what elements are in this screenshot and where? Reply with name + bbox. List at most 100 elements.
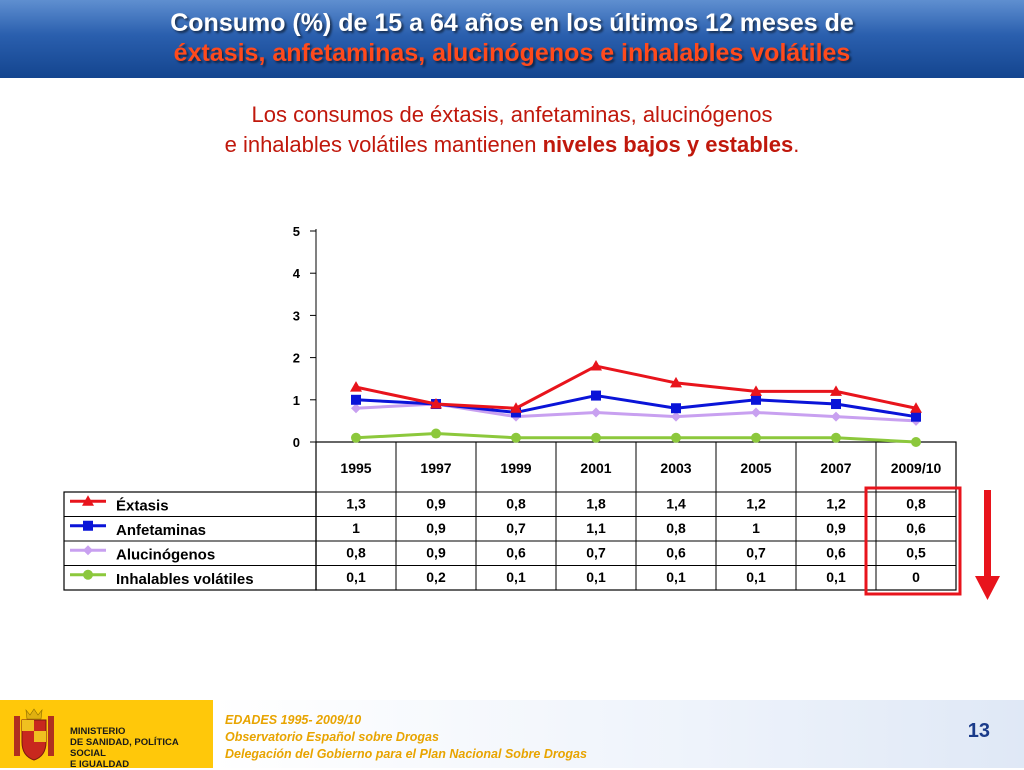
y-tick-label: 2	[293, 351, 300, 366]
data-point	[830, 385, 842, 396]
table-value: 0,1	[346, 569, 366, 585]
data-point	[751, 407, 761, 418]
ministry-line3: E IGUALDAD	[70, 759, 130, 770]
source-line3: Delegación del Gobierno para el Plan Nac…	[225, 747, 587, 761]
title-bar: Consumo (%) de 15 a 64 años en los últim…	[0, 0, 1024, 78]
y-tick-label: 4	[293, 266, 301, 281]
table-value: 0,7	[506, 520, 526, 536]
category-label: 2007	[820, 460, 851, 476]
legend-marker	[83, 520, 93, 531]
table-value: 0,9	[426, 544, 446, 560]
subtitle-line2-suffix: .	[793, 132, 800, 157]
source-line1: EDADES 1995- 2009/10	[225, 713, 362, 727]
subtitle-line2: e inhalables volátiles mantienen niveles…	[0, 130, 1024, 160]
footer-logo-area: MINISTERIO DE SANIDAD, POLÍTICA SOCIAL E…	[0, 700, 213, 770]
data-point	[351, 432, 361, 443]
data-point	[751, 394, 761, 405]
table-value: 0,7	[746, 544, 766, 560]
data-point	[590, 360, 602, 371]
category-label: 1997	[420, 460, 451, 476]
data-point	[511, 432, 521, 443]
ministry-line1: MINISTERIO	[70, 726, 126, 737]
ministry-name: MINISTERIO DE SANIDAD, POLÍTICA SOCIAL E…	[70, 726, 213, 770]
table-value: 0,1	[826, 569, 846, 585]
table-value: 1,3	[346, 495, 366, 511]
footer-bar: EDADES 1995- 2009/10 Observatorio Españo…	[213, 700, 1024, 768]
subtitle-line2-prefix: e inhalables volátiles mantienen	[224, 132, 543, 157]
legend-marker	[82, 495, 94, 506]
table-value: 0,9	[426, 495, 446, 511]
subtitle: Los consumos de éxtasis, anfetaminas, al…	[0, 100, 1024, 160]
table-value: 1,1	[586, 520, 606, 536]
table-value: 1	[352, 520, 360, 536]
table-value: 0,5	[906, 544, 926, 560]
data-point	[750, 385, 762, 396]
table-value: 0,7	[586, 544, 606, 560]
table-value: 0,9	[826, 520, 846, 536]
page-number: 13	[967, 720, 990, 742]
table-value: 0	[912, 569, 920, 585]
trend-arrow-shaft	[984, 490, 991, 578]
table-value: 0,8	[666, 520, 686, 536]
data-point	[591, 432, 601, 443]
legend-label: Alucinógenos	[116, 546, 215, 563]
category-label: 2003	[660, 460, 691, 476]
ministry-line2: DE SANIDAD, POLÍTICA SOCIAL	[70, 737, 179, 759]
data-point	[430, 398, 442, 409]
data-point	[751, 432, 761, 443]
data-point	[671, 403, 681, 414]
table-value: 0,6	[826, 544, 846, 560]
table-value: 1,8	[586, 495, 606, 511]
table-value: 1,2	[826, 495, 846, 511]
table-value: 0,1	[666, 569, 686, 585]
table-value: 0,1	[586, 569, 606, 585]
table-value: 0,6	[506, 544, 526, 560]
category-label: 1995	[340, 460, 371, 476]
table-value: 0,8	[506, 495, 526, 511]
data-point	[351, 403, 361, 414]
subtitle-line2-emphasis: niveles bajos y estables	[542, 132, 794, 157]
table-value: 0,2	[426, 569, 446, 585]
data-point	[911, 411, 921, 422]
y-tick-label: 0	[293, 435, 300, 450]
data-point	[831, 432, 841, 443]
data-point	[670, 376, 682, 388]
legend-label: Inhalables volátiles	[116, 571, 254, 588]
table-value: 0,6	[906, 520, 926, 536]
page-title-line2: éxtasis, anfetaminas, alucinógenos e inh…	[173, 39, 851, 67]
legend-label: Anfetaminas	[116, 522, 206, 539]
coat-of-arms-icon	[14, 708, 54, 761]
table-value: 1,2	[746, 495, 766, 511]
data-point	[671, 411, 681, 422]
table-value: 0,9	[426, 520, 446, 536]
data-point	[510, 402, 522, 413]
legend-marker	[83, 545, 93, 556]
subtitle-line1: Los consumos de éxtasis, anfetaminas, al…	[251, 102, 773, 127]
data-point	[671, 432, 681, 443]
table-value: 1,4	[666, 495, 686, 511]
y-tick-label: 3	[293, 308, 300, 323]
source-note: EDADES 1995- 2009/10 Observatorio Españo…	[225, 712, 587, 763]
highlight-box	[864, 486, 962, 596]
data-point	[831, 411, 841, 422]
y-tick-label: 5	[293, 224, 300, 239]
category-label: 2001	[580, 460, 611, 476]
legend-marker	[83, 569, 93, 580]
chart: 0 1 2 3 4 5 1995 1997 1999 2001 2003 2005 2007 2009/1…	[63, 224, 1000, 600]
trend-arrow-down-icon	[975, 576, 1000, 600]
series-line	[355, 364, 917, 410]
data-point	[910, 402, 922, 413]
y-tick-label: 1	[293, 393, 300, 408]
table-value: 1	[752, 520, 760, 536]
data-point	[431, 428, 441, 439]
legend-label: Éxtasis	[116, 497, 169, 514]
category-label: 1999	[500, 460, 531, 476]
data-point	[591, 407, 601, 418]
data-point	[351, 394, 361, 405]
data-point	[591, 390, 601, 401]
category-label: 2009/10	[891, 460, 942, 476]
table-value: 0,1	[746, 569, 766, 585]
data-point	[831, 399, 841, 410]
table-value: 0,6	[666, 544, 686, 560]
table-value: 0,1	[506, 569, 526, 585]
